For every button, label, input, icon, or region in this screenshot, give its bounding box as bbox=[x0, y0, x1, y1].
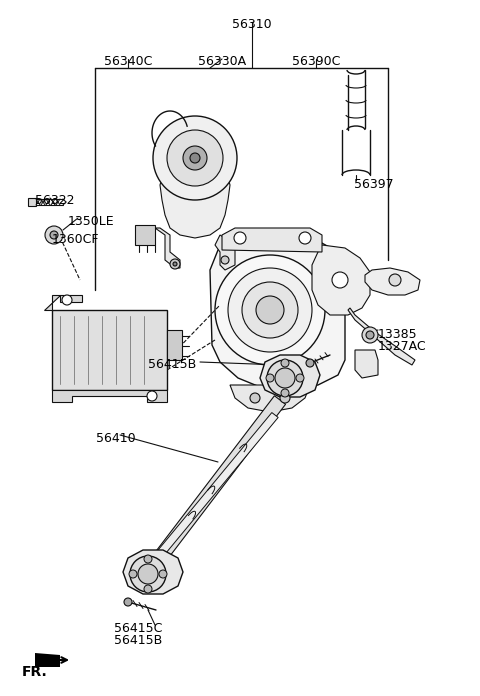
Polygon shape bbox=[152, 413, 278, 562]
Circle shape bbox=[170, 259, 180, 269]
Text: 56415B: 56415B bbox=[148, 358, 196, 371]
Circle shape bbox=[144, 555, 152, 563]
Circle shape bbox=[159, 570, 167, 578]
Circle shape bbox=[281, 389, 289, 397]
Circle shape bbox=[153, 116, 237, 200]
Text: 1350LE: 1350LE bbox=[68, 215, 115, 228]
Circle shape bbox=[147, 391, 157, 401]
Polygon shape bbox=[348, 308, 415, 365]
Circle shape bbox=[250, 393, 260, 403]
Polygon shape bbox=[215, 235, 235, 270]
Polygon shape bbox=[230, 385, 310, 412]
Text: 56397: 56397 bbox=[354, 178, 394, 191]
Text: 56390C: 56390C bbox=[292, 55, 340, 68]
Circle shape bbox=[256, 296, 284, 324]
Circle shape bbox=[138, 564, 158, 584]
Text: 56330A: 56330A bbox=[198, 55, 246, 68]
Polygon shape bbox=[52, 390, 167, 402]
Circle shape bbox=[62, 295, 72, 305]
Circle shape bbox=[266, 374, 274, 382]
Circle shape bbox=[228, 268, 312, 352]
Circle shape bbox=[124, 598, 132, 606]
Circle shape bbox=[362, 327, 378, 343]
Text: 56322: 56322 bbox=[35, 194, 74, 207]
Circle shape bbox=[183, 146, 207, 170]
Circle shape bbox=[299, 232, 311, 244]
Circle shape bbox=[173, 262, 177, 266]
Text: FR.: FR. bbox=[22, 665, 48, 679]
Polygon shape bbox=[222, 228, 322, 252]
Circle shape bbox=[366, 331, 374, 339]
Circle shape bbox=[234, 232, 246, 244]
Text: 1327AC: 1327AC bbox=[378, 340, 427, 353]
Polygon shape bbox=[146, 396, 286, 572]
Text: 1360CF: 1360CF bbox=[52, 233, 99, 246]
Circle shape bbox=[275, 368, 295, 388]
Text: 56340C: 56340C bbox=[104, 55, 152, 68]
Polygon shape bbox=[155, 228, 180, 268]
Text: 13385: 13385 bbox=[378, 328, 418, 341]
Polygon shape bbox=[210, 238, 345, 388]
Circle shape bbox=[130, 556, 166, 592]
Circle shape bbox=[144, 585, 152, 593]
Circle shape bbox=[280, 393, 290, 403]
Circle shape bbox=[242, 282, 298, 338]
Text: 56410: 56410 bbox=[96, 432, 136, 445]
Text: 56415C: 56415C bbox=[114, 622, 162, 635]
Polygon shape bbox=[160, 178, 230, 238]
Polygon shape bbox=[365, 268, 420, 295]
Circle shape bbox=[167, 130, 223, 186]
Polygon shape bbox=[123, 550, 183, 594]
Text: 56415B: 56415B bbox=[114, 634, 162, 647]
Text: 56310: 56310 bbox=[232, 18, 272, 31]
Polygon shape bbox=[28, 198, 36, 206]
Circle shape bbox=[267, 360, 303, 396]
Circle shape bbox=[281, 359, 289, 367]
Circle shape bbox=[50, 231, 58, 239]
Polygon shape bbox=[35, 653, 60, 667]
Polygon shape bbox=[260, 355, 320, 397]
Circle shape bbox=[221, 256, 229, 264]
Circle shape bbox=[389, 274, 401, 286]
Bar bbox=[52, 310, 167, 390]
Circle shape bbox=[215, 255, 325, 365]
Polygon shape bbox=[44, 295, 82, 310]
Circle shape bbox=[129, 570, 137, 578]
Polygon shape bbox=[312, 245, 370, 315]
Bar bbox=[167, 330, 182, 360]
Circle shape bbox=[296, 374, 304, 382]
Polygon shape bbox=[135, 225, 155, 245]
Circle shape bbox=[332, 272, 348, 288]
Circle shape bbox=[306, 359, 314, 367]
Circle shape bbox=[45, 226, 63, 244]
Circle shape bbox=[190, 153, 200, 163]
Polygon shape bbox=[355, 350, 378, 378]
